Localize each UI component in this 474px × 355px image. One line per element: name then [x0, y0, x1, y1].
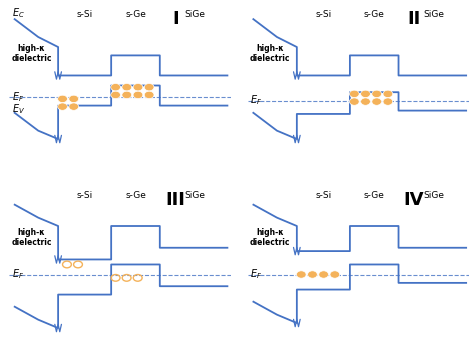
Text: $E_F$: $E_F$ [12, 268, 24, 282]
Text: s-Ge: s-Ge [364, 191, 384, 200]
Circle shape [144, 83, 154, 91]
Circle shape [383, 90, 393, 98]
Circle shape [122, 91, 132, 99]
Text: s-Si: s-Si [76, 10, 93, 19]
Circle shape [133, 91, 143, 99]
Text: $E_F$: $E_F$ [250, 94, 263, 108]
Circle shape [122, 83, 132, 91]
Circle shape [58, 95, 67, 103]
Circle shape [319, 271, 328, 278]
Text: $E_F$: $E_F$ [12, 90, 24, 104]
Circle shape [111, 83, 120, 91]
Circle shape [308, 271, 317, 278]
Circle shape [133, 83, 143, 91]
Text: $E_C$: $E_C$ [12, 6, 25, 20]
Text: s-Si: s-Si [76, 191, 93, 200]
Text: $E_V$: $E_V$ [12, 102, 25, 116]
Circle shape [296, 271, 306, 278]
Circle shape [361, 90, 370, 98]
Circle shape [330, 271, 340, 278]
Text: s-Ge: s-Ge [125, 191, 146, 200]
Circle shape [372, 98, 382, 105]
Text: high-κ
dielectric: high-κ dielectric [250, 228, 291, 247]
Text: SiGe: SiGe [423, 191, 445, 200]
Text: I: I [172, 10, 179, 28]
Text: IV: IV [404, 191, 424, 209]
Circle shape [58, 103, 67, 110]
Text: high-κ
dielectric: high-κ dielectric [11, 228, 52, 247]
Circle shape [69, 103, 79, 110]
Circle shape [361, 98, 370, 105]
Circle shape [383, 98, 393, 105]
Text: s-Ge: s-Ge [125, 10, 146, 19]
Circle shape [372, 90, 382, 98]
Text: s-Si: s-Si [315, 191, 331, 200]
Text: $E_F$: $E_F$ [250, 268, 263, 282]
Circle shape [69, 95, 79, 103]
Text: s-Ge: s-Ge [364, 10, 384, 19]
Circle shape [144, 91, 154, 99]
Text: high-κ
dielectric: high-κ dielectric [250, 44, 291, 64]
Circle shape [349, 90, 359, 98]
Circle shape [349, 98, 359, 105]
Text: SiGe: SiGe [185, 191, 206, 200]
Text: II: II [407, 10, 420, 28]
Text: III: III [165, 191, 185, 209]
Text: s-Si: s-Si [315, 10, 331, 19]
Text: high-κ
dielectric: high-κ dielectric [11, 44, 52, 64]
Circle shape [111, 91, 120, 99]
Text: SiGe: SiGe [423, 10, 445, 19]
Text: SiGe: SiGe [185, 10, 206, 19]
